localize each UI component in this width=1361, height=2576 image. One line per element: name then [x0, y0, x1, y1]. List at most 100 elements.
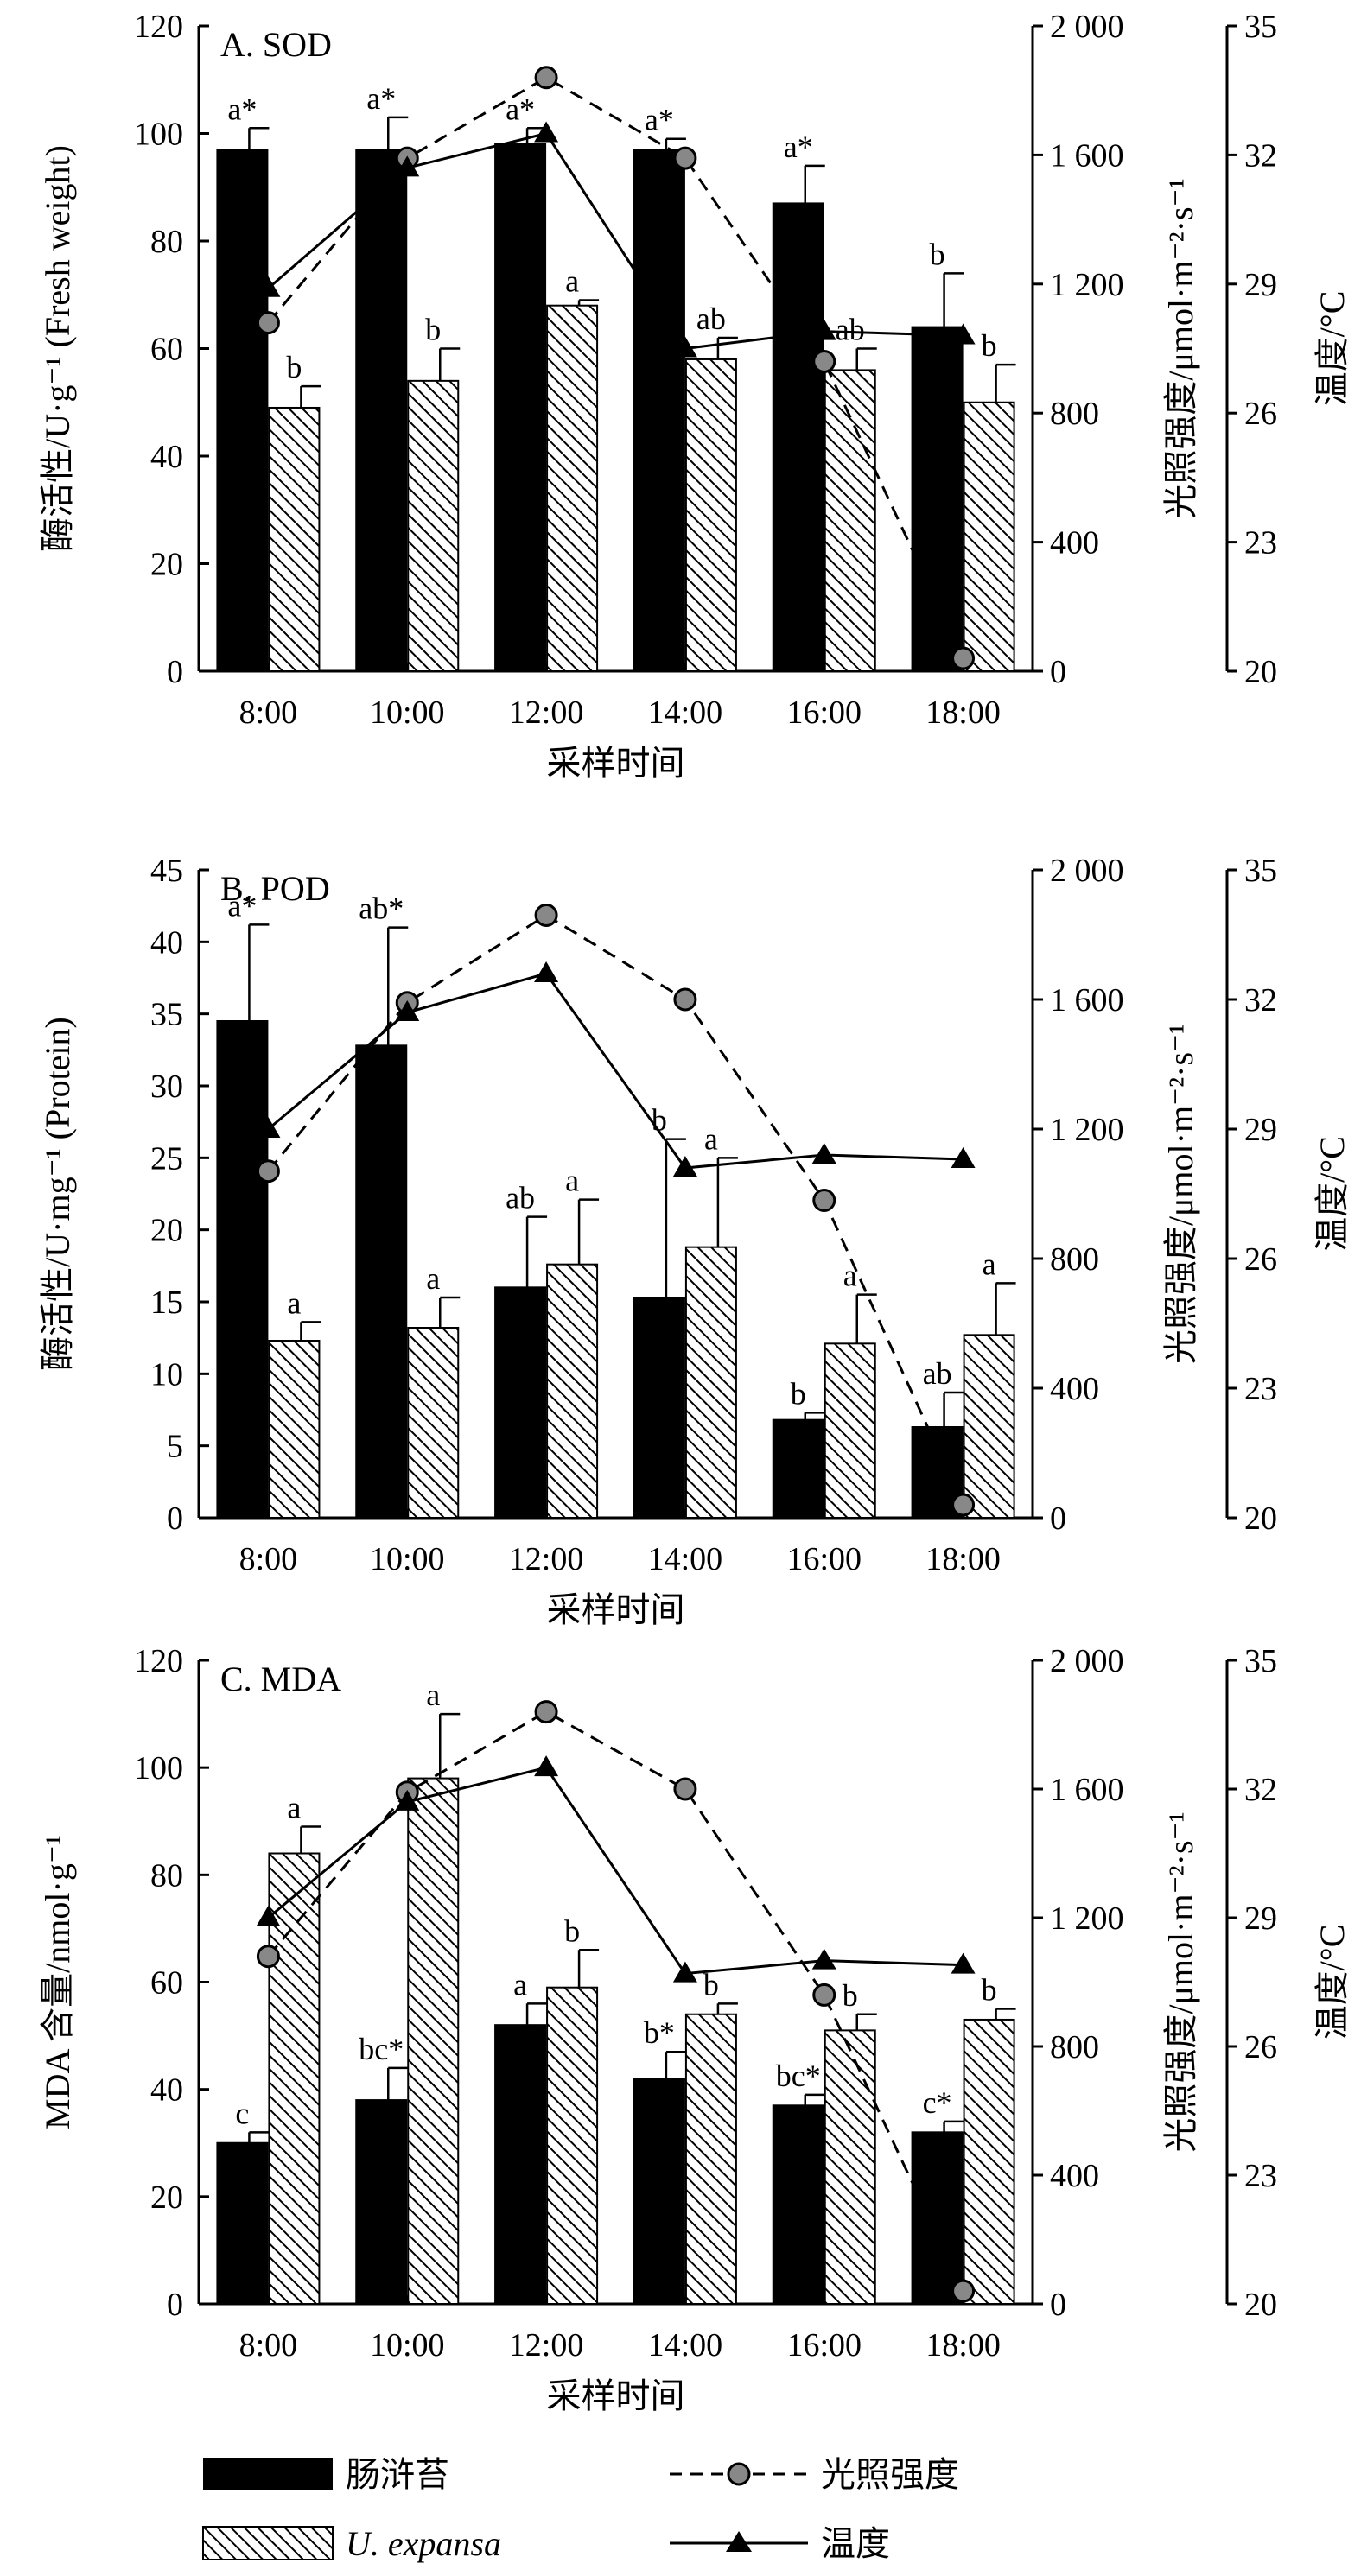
panel3-y2tick-label: 1 200	[1050, 1900, 1124, 1937]
panel1-ep-sig-label: b	[930, 237, 945, 271]
panel2-temp-point	[395, 1000, 420, 1021]
panel1-ep-bar	[494, 143, 547, 672]
panel1-y3tick-label: 23	[1244, 525, 1277, 562]
panel1-y2tick-label: 0	[1050, 654, 1066, 690]
panel1-light-line	[267, 76, 964, 659]
panel1-ytick-label: 120	[134, 9, 183, 45]
panel2-xlabel: 采样时间	[547, 1590, 685, 1629]
panel3-temp-point	[811, 1948, 836, 1970]
panel1-ytick-label: 60	[150, 332, 183, 368]
panel2-ytick-label: 5	[167, 1429, 183, 1465]
panel3-ue-bar	[407, 1777, 460, 2305]
panel2-y2tick-label: 1 200	[1050, 1112, 1124, 1148]
panel2-y3tick-label: 20	[1244, 1501, 1277, 1537]
panel2-ep-bar	[355, 1044, 408, 1520]
panel3-ytick-label: 40	[150, 2072, 183, 2109]
panel2-ep-bar	[633, 1297, 685, 1519]
panel3-ep-bar	[772, 2104, 824, 2306]
panel3-ue-bar	[268, 1852, 321, 2305]
panel2-ue-bar	[546, 1263, 599, 1519]
panel2-ytick-label: 35	[150, 997, 183, 1033]
panel2-ue-sig-label: a	[704, 1121, 718, 1156]
panel3-ep-sig-label: c	[235, 2096, 249, 2130]
panel1-ytick-label: 100	[134, 117, 183, 153]
panel3-temp-point	[951, 1952, 976, 1974]
panel1-temp-line	[267, 131, 964, 351]
panel1-y2label: 光照强度/μmol·m⁻²·s⁻¹	[1161, 178, 1200, 518]
panel3-xtick-label: 14:00	[648, 2327, 723, 2363]
panel2-ep-sig-label: b	[652, 1103, 667, 1138]
panel1-y3tick-label: 26	[1244, 396, 1277, 432]
panel2-ue-bar	[684, 1246, 737, 1519]
panel1-y3tick-label: 29	[1244, 267, 1277, 303]
panel3-ylabel: MDA 含量/nmol·g⁻¹	[38, 1835, 77, 2129]
panel3-ep-sig-label: c*	[923, 2085, 952, 2120]
panel1-light-point	[812, 349, 836, 373]
panel1-ep-bar	[911, 326, 964, 672]
legend-bar1-label: 肠浒苔	[346, 2455, 449, 2494]
panel1-ep-bar	[216, 149, 269, 673]
panel2-ue-sig-label: a	[565, 1164, 579, 1198]
panel3-light-point	[256, 1945, 280, 1969]
panel2-light-point	[812, 1189, 836, 1212]
panel3-ytick-label: 0	[167, 2287, 183, 2323]
panel2-ytick-label: 0	[167, 1501, 183, 1537]
panel1-ue-bar	[407, 379, 460, 672]
panel3-ytick-label: 120	[134, 1643, 183, 1679]
panel2-ytick-label: 15	[150, 1285, 183, 1321]
panel1-y2tick-label: 800	[1050, 396, 1099, 432]
panel2-ue-sig-label: a	[983, 1247, 996, 1281]
panel1-temp-point	[951, 323, 976, 345]
legend: 肠浒苔 U. expansa 光照强度 温度	[202, 2455, 959, 2563]
panel2-ue-bar	[268, 1340, 321, 1519]
panel2-light-point	[673, 987, 697, 1012]
panel3-ue-bar	[684, 2013, 737, 2305]
panel1-ep-sig-label: a*	[645, 103, 674, 137]
panel2-ep-sig-label: ab*	[359, 891, 404, 926]
panel1-ep-bar	[355, 149, 408, 673]
panel1-y2tick-label: 2 000	[1050, 9, 1124, 45]
panel1-temp-point	[395, 155, 420, 177]
panel1-ue-sig-label: b	[982, 328, 997, 363]
panel3-y3tick-label: 32	[1244, 1772, 1277, 1808]
panel1-ue-sig-label: b	[286, 350, 302, 384]
legend-line2-marker	[726, 2531, 752, 2552]
panel3-xtick-label: 8:00	[239, 2327, 298, 2363]
panel2-temp-point	[256, 1117, 281, 1138]
panel3-ep-bar	[911, 2131, 964, 2305]
panel1-light-point	[673, 146, 697, 170]
panel3-temp-point	[256, 1906, 281, 1926]
legend-bar1-swatch	[203, 2458, 333, 2490]
panel3-xtick-label: 18:00	[925, 2327, 1001, 2363]
panel3-ep-bar	[633, 2078, 685, 2305]
panel3-y2tick-label: 1 600	[1050, 1772, 1124, 1808]
panel3-temp-point	[672, 1961, 697, 1983]
panel2-ytick-label: 10	[150, 1356, 183, 1393]
panel2-ue-sig-label: a	[426, 1261, 440, 1296]
panel2-y2tick-label: 400	[1050, 1371, 1099, 1407]
panel1-ue-bar	[824, 369, 876, 672]
panel1-ue-bar	[684, 358, 737, 672]
panel2-ue-bar	[407, 1327, 460, 1519]
panel2-y3tick-label: 26	[1244, 1241, 1277, 1278]
panel1-xlabel: 采样时间	[547, 744, 685, 783]
panel2-y2tick-label: 800	[1050, 1241, 1099, 1278]
panel2-light-point	[534, 904, 558, 927]
panel3-xtick-label: 10:00	[370, 2327, 445, 2363]
panel2-xtick-label: 8:00	[239, 1541, 298, 1577]
panel3-ep-sig-label: bc*	[359, 2032, 404, 2066]
panel1-ue-sig-label: ab	[836, 313, 865, 347]
panel2-y3tick-label: 32	[1244, 982, 1277, 1018]
panel2-ytick-label: 45	[150, 853, 183, 889]
panel1-ytick-label: 20	[150, 547, 183, 583]
panel1-ue-bar	[268, 406, 321, 672]
panel2-title: B. POD	[220, 869, 330, 908]
panel1-xtick-label: 12:00	[509, 695, 584, 731]
panel3-light-point	[673, 1777, 697, 1801]
panel1-ep-sig-label: a*	[366, 81, 396, 116]
panel2-ue-sig-label: a	[287, 1285, 301, 1320]
panel1-light-point	[951, 646, 976, 670]
panel2-ytick-label: 20	[150, 1213, 183, 1249]
panel2-y3tick-label: 35	[1244, 853, 1277, 889]
